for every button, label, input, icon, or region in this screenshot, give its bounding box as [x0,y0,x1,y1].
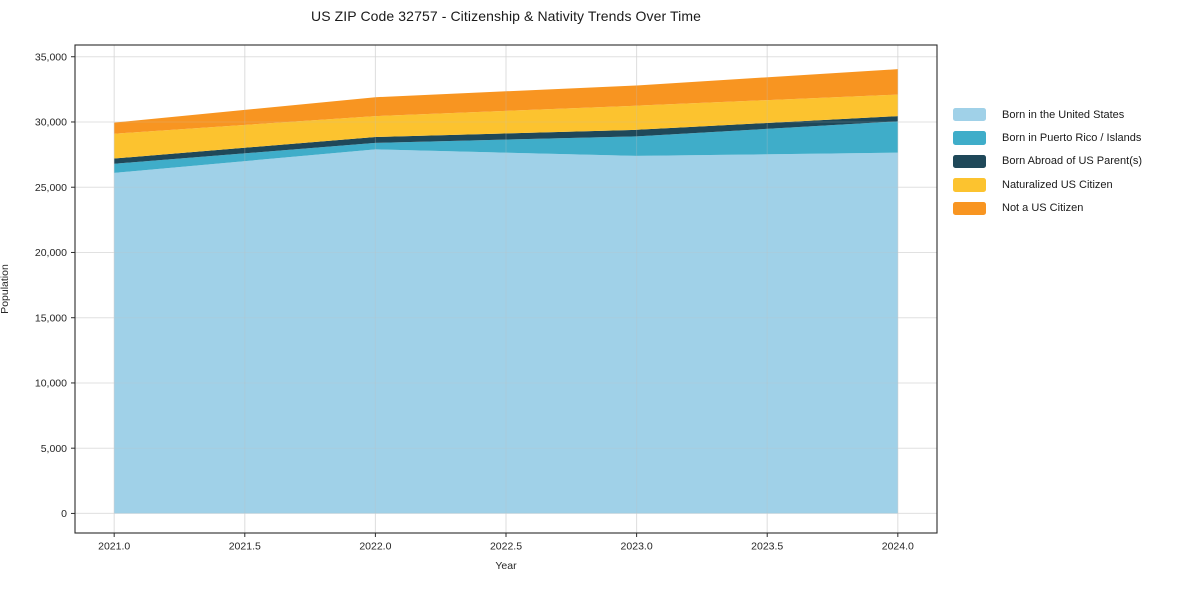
legend-swatch-born-us [953,107,986,122]
svg-text:2023.0: 2023.0 [621,541,653,553]
svg-text:25,000: 25,000 [35,182,67,194]
svg-text:2022.5: 2022.5 [490,541,522,553]
svg-text:0: 0 [61,508,67,520]
chart-title: US ZIP Code 32757 - Citizenship & Nativi… [310,8,702,24]
legend-swatch-born-abroad [953,154,986,169]
legend-item-born-pr: Born in Puerto Rico / Islands [953,126,1142,149]
svg-text:2021.5: 2021.5 [229,541,261,553]
legend-label-born-us: Born in the United States [1002,108,1125,121]
legend: Born in the United States Born in Puerto… [953,103,1142,220]
svg-text:2021.0: 2021.0 [98,541,130,553]
svg-text:5,000: 5,000 [41,443,67,455]
legend-label-born-pr: Born in Puerto Rico / Islands [1002,132,1142,145]
svg-text:35,000: 35,000 [35,51,67,63]
legend-item-naturalized: Naturalized US Citizen [953,173,1142,196]
legend-item-not-citizen: Not a US Citizen [953,197,1142,220]
svg-text:30,000: 30,000 [35,117,67,129]
legend-label-naturalized: Naturalized US Citizen [1002,178,1113,191]
svg-text:2023.5: 2023.5 [751,541,783,553]
svg-text:20,000: 20,000 [35,247,67,259]
legend-label-not-citizen: Not a US Citizen [1002,202,1084,215]
legend-swatch-not-citizen [953,201,986,215]
legend-item-born-us: Born in the United States [953,103,1142,126]
svg-text:2024.0: 2024.0 [882,541,914,553]
svg-text:15,000: 15,000 [35,312,67,324]
legend-swatch-naturalized [953,178,986,192]
svg-text:2022.0: 2022.0 [359,541,391,553]
legend-swatch-born-pr [953,131,986,145]
legend-item-born-abroad: Born Abroad of US Parent(s) [953,150,1142,173]
svg-text:10,000: 10,000 [35,378,67,390]
x-axis-label: Year [495,560,517,572]
y-axis-label: Population [0,264,11,314]
legend-label-born-abroad: Born Abroad of US Parent(s) [1002,155,1143,168]
